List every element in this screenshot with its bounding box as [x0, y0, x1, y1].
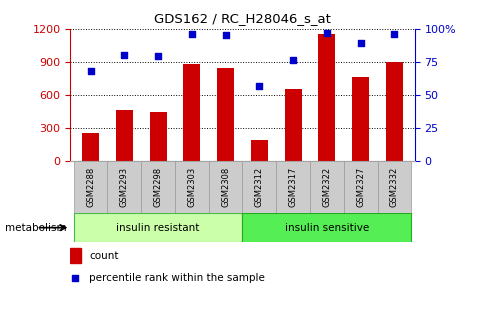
Bar — [217, 69, 234, 161]
Text: insulin sensitive: insulin sensitive — [284, 223, 368, 233]
FancyBboxPatch shape — [74, 213, 242, 242]
Bar — [82, 132, 99, 161]
Text: GDS162 / RC_H28046_s_at: GDS162 / RC_H28046_s_at — [154, 12, 330, 25]
Point — [188, 31, 196, 37]
FancyBboxPatch shape — [242, 161, 276, 213]
FancyBboxPatch shape — [74, 161, 107, 213]
Text: GSM2288: GSM2288 — [86, 167, 95, 207]
Text: GSM2312: GSM2312 — [255, 167, 263, 207]
Bar — [385, 62, 402, 161]
FancyBboxPatch shape — [208, 161, 242, 213]
Point — [255, 83, 263, 88]
Text: GSM2298: GSM2298 — [153, 167, 162, 207]
Point — [390, 31, 397, 37]
FancyBboxPatch shape — [309, 161, 343, 213]
Bar — [116, 111, 133, 161]
Bar — [70, 248, 80, 263]
Text: GSM2303: GSM2303 — [187, 167, 196, 207]
Point — [356, 40, 364, 46]
Text: GSM2327: GSM2327 — [355, 167, 364, 207]
Text: metabolism: metabolism — [5, 223, 66, 233]
Point — [72, 275, 79, 280]
Point — [221, 33, 229, 38]
Text: percentile rank within the sample: percentile rank within the sample — [89, 272, 265, 283]
Bar — [284, 89, 301, 161]
Point — [120, 52, 128, 58]
Point — [322, 30, 330, 35]
FancyBboxPatch shape — [242, 213, 410, 242]
Text: GSM2317: GSM2317 — [288, 167, 297, 207]
Bar — [150, 112, 166, 161]
Bar — [183, 64, 200, 161]
Point — [288, 58, 296, 63]
Text: GSM2332: GSM2332 — [389, 167, 398, 207]
FancyBboxPatch shape — [141, 161, 175, 213]
FancyBboxPatch shape — [175, 161, 208, 213]
FancyBboxPatch shape — [343, 161, 377, 213]
Point — [154, 54, 162, 59]
Text: insulin resistant: insulin resistant — [116, 223, 199, 233]
Bar — [250, 140, 267, 161]
FancyBboxPatch shape — [276, 161, 309, 213]
FancyBboxPatch shape — [107, 161, 141, 213]
Point — [87, 68, 94, 74]
Bar — [351, 77, 368, 161]
Text: GSM2322: GSM2322 — [322, 167, 331, 207]
FancyBboxPatch shape — [377, 161, 410, 213]
Text: GSM2308: GSM2308 — [221, 167, 229, 207]
Text: GSM2293: GSM2293 — [120, 167, 129, 207]
Text: count: count — [89, 251, 119, 261]
Bar — [318, 34, 334, 161]
